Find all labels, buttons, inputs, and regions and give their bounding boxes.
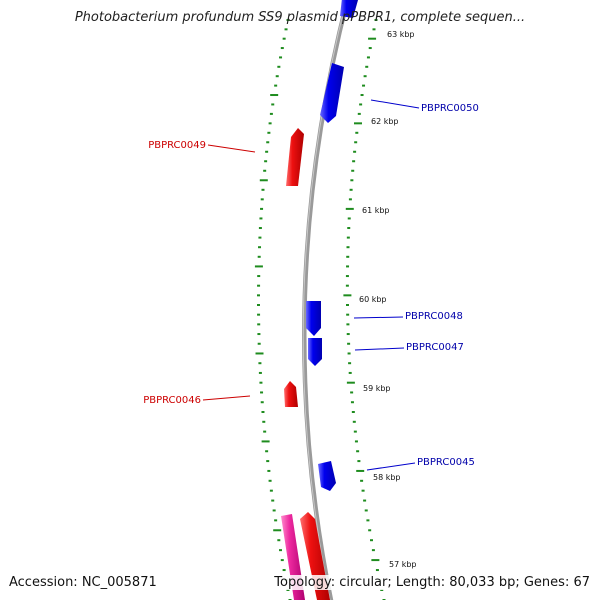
gene-label-pbprc0046[interactable]: PBPRC0046 <box>143 395 201 406</box>
scale-label-58: 58 kbp <box>373 473 401 482</box>
scale-label-60: 60 kbp <box>359 295 387 304</box>
leader-pbprc0050 <box>370 99 420 109</box>
gene-arrow-pbprc0048[interactable] <box>306 301 321 336</box>
gene-labels: PBPRC0050 PBPRC0049 PBPRC0048 PBPRC0047 … <box>143 103 479 468</box>
gene-features <box>281 0 358 600</box>
gene-leader-lines <box>202 99 420 471</box>
topology-summary: Topology: circular; Length: 80,033 bp; G… <box>274 575 590 590</box>
gene-label-pbprc0050[interactable]: PBPRC0050 <box>421 103 479 114</box>
gene-arrow-pbprc0046[interactable] <box>284 381 298 407</box>
gene-label-pbprc0047[interactable]: PBPRC0047 <box>406 342 464 353</box>
scale-labels: 63 kbp 62 kbp 61 kbp 60 kbp 59 kbp 58 kb… <box>359 30 417 569</box>
scale-label-59: 59 kbp <box>363 384 391 393</box>
scale-label-62: 62 kbp <box>371 117 399 126</box>
gene-arrow-pbprc0050[interactable] <box>320 63 344 123</box>
map-title: Photobacterium profundum SS9 plasmid pPB… <box>74 10 526 25</box>
gene-arrow-top[interactable] <box>340 0 358 18</box>
gene-arrow-pbprc0047[interactable] <box>308 338 322 366</box>
leader-pbprc0049 <box>207 144 256 153</box>
gene-arrow-pbprc0045[interactable] <box>318 461 336 491</box>
scale-label-63: 63 kbp <box>387 30 415 39</box>
leader-pbprc0046 <box>202 395 251 401</box>
leader-pbprc0048 <box>353 316 404 319</box>
scale-label-61: 61 kbp <box>362 206 390 215</box>
gene-label-pbprc0049[interactable]: PBPRC0049 <box>148 140 206 151</box>
leader-pbprc0047 <box>354 347 405 351</box>
accession-text: Accession: NC_005871 <box>9 575 157 590</box>
scale-label-57: 57 kbp <box>389 560 417 569</box>
leader-pbprc0045 <box>366 462 416 471</box>
gene-arrow-pbprc0049[interactable] <box>286 128 304 186</box>
gene-label-pbprc0045[interactable]: PBPRC0045 <box>417 457 475 468</box>
gene-label-pbprc0048[interactable]: PBPRC0048 <box>405 311 463 322</box>
